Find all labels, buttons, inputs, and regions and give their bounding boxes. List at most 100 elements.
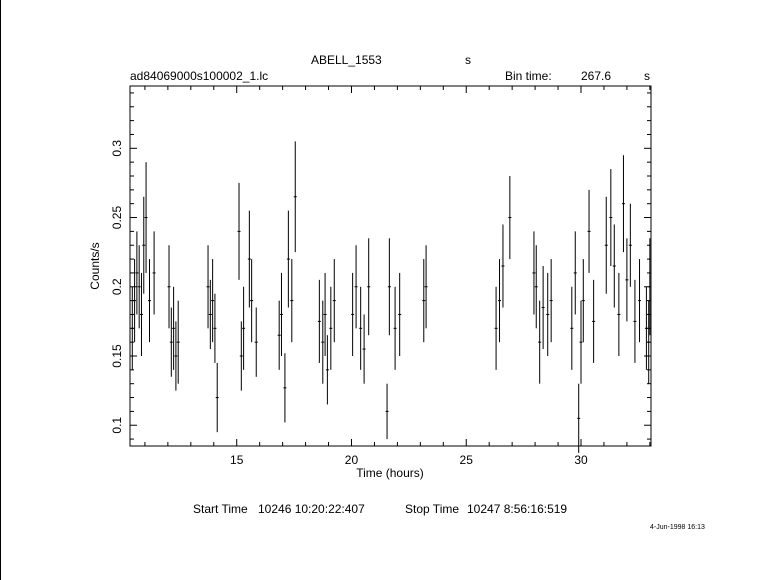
data-point bbox=[621, 155, 625, 253]
data-point bbox=[570, 286, 574, 370]
data-point bbox=[172, 286, 176, 370]
file-name: ad84069000s100002_1.lc bbox=[130, 69, 269, 83]
data-point bbox=[625, 238, 629, 322]
data-point bbox=[549, 259, 553, 343]
data-point bbox=[501, 224, 505, 308]
x-tick-label: 25 bbox=[460, 453, 474, 467]
data-point bbox=[647, 300, 651, 384]
object-title: ABELL_1553 bbox=[311, 53, 382, 67]
data-point bbox=[612, 224, 616, 308]
start-time-label: Start Time bbox=[193, 502, 248, 516]
data-point bbox=[286, 210, 290, 308]
data-point bbox=[367, 238, 371, 336]
y-tick-label: 0.2 bbox=[110, 278, 124, 295]
object-title-unit: s bbox=[465, 53, 471, 67]
data-point bbox=[323, 272, 327, 356]
data-point bbox=[283, 353, 287, 423]
data-point bbox=[329, 286, 333, 370]
data-point bbox=[422, 259, 426, 343]
plot-frame bbox=[129, 85, 652, 447]
bin-time-unit: s bbox=[644, 69, 650, 83]
data-point bbox=[508, 176, 512, 260]
y-tick-label: 0.3 bbox=[110, 140, 124, 157]
data-point bbox=[279, 272, 283, 356]
y-tick-label: 0.15 bbox=[110, 344, 124, 368]
data-point bbox=[332, 259, 336, 343]
data-point bbox=[387, 238, 391, 336]
data-point bbox=[424, 245, 428, 329]
data-point bbox=[213, 293, 217, 363]
data-point bbox=[137, 245, 141, 329]
data-point bbox=[362, 314, 366, 384]
data-point bbox=[398, 272, 402, 356]
data-point bbox=[644, 286, 648, 370]
data-point bbox=[325, 335, 329, 405]
data-point bbox=[494, 286, 498, 370]
data-point bbox=[167, 245, 171, 329]
window-left-edge bbox=[0, 0, 1, 580]
stop-time-label: Stop Time bbox=[405, 502, 460, 516]
data-point bbox=[139, 272, 143, 356]
data-point bbox=[617, 272, 621, 356]
data-point bbox=[237, 182, 241, 280]
start-time-value: 10246 10:20:22:407 bbox=[258, 502, 365, 516]
data-point bbox=[321, 300, 325, 384]
data-point bbox=[206, 245, 210, 329]
data-point bbox=[604, 196, 608, 294]
data-point bbox=[359, 286, 363, 370]
data-point bbox=[592, 279, 596, 363]
data-point bbox=[293, 141, 297, 253]
y-axis-label: Counts/s bbox=[88, 242, 102, 289]
date-stamp: 4-Jun-1998 16:13 bbox=[650, 524, 705, 531]
data-point bbox=[152, 231, 156, 315]
data-point bbox=[609, 169, 613, 266]
data-points bbox=[130, 141, 652, 453]
stop-time-value: 10247 8:56:16:519 bbox=[467, 502, 568, 516]
data-point bbox=[242, 286, 246, 370]
x-axis-label: Time (hours) bbox=[356, 466, 424, 480]
bin-time-label: Bin time: bbox=[505, 69, 552, 83]
data-point bbox=[142, 196, 146, 294]
data-point bbox=[354, 245, 358, 329]
data-point bbox=[581, 259, 585, 343]
data-point bbox=[498, 259, 502, 343]
y-tick-label: 0.1 bbox=[110, 417, 124, 434]
data-point bbox=[215, 362, 219, 433]
data-point bbox=[541, 266, 545, 350]
data-point bbox=[144, 162, 148, 273]
data-point bbox=[579, 300, 583, 384]
data-point bbox=[546, 272, 550, 356]
data-point bbox=[351, 272, 355, 356]
data-point bbox=[176, 300, 180, 384]
data-point bbox=[148, 259, 152, 343]
data-point bbox=[277, 300, 281, 370]
bin-time-value: 267.6 bbox=[581, 69, 612, 83]
data-point bbox=[254, 307, 258, 377]
x-tick-label: 15 bbox=[230, 453, 244, 467]
data-point bbox=[577, 383, 581, 453]
tick-labels: 15 20 25 30 0.1 0.15 0.2 0.25 0.3 bbox=[110, 140, 588, 467]
data-point bbox=[393, 286, 397, 370]
data-point bbox=[133, 259, 137, 343]
data-point bbox=[532, 231, 536, 315]
data-point bbox=[648, 238, 652, 336]
data-point bbox=[290, 259, 294, 343]
data-point bbox=[247, 210, 251, 308]
data-point bbox=[169, 307, 173, 377]
y-tick-label: 0.25 bbox=[110, 206, 124, 230]
data-point bbox=[638, 259, 642, 343]
data-point bbox=[628, 203, 632, 287]
data-point bbox=[385, 383, 389, 440]
data-point bbox=[208, 279, 212, 350]
data-point bbox=[174, 321, 178, 391]
data-point bbox=[573, 231, 577, 315]
data-point bbox=[211, 259, 215, 343]
data-point bbox=[250, 259, 254, 343]
data-point bbox=[239, 321, 243, 391]
x-tick-label: 20 bbox=[345, 453, 359, 467]
data-point bbox=[135, 231, 139, 315]
data-point bbox=[130, 286, 134, 370]
data-point bbox=[587, 189, 591, 273]
data-point bbox=[317, 279, 321, 363]
x-tick-label: 30 bbox=[574, 453, 588, 467]
